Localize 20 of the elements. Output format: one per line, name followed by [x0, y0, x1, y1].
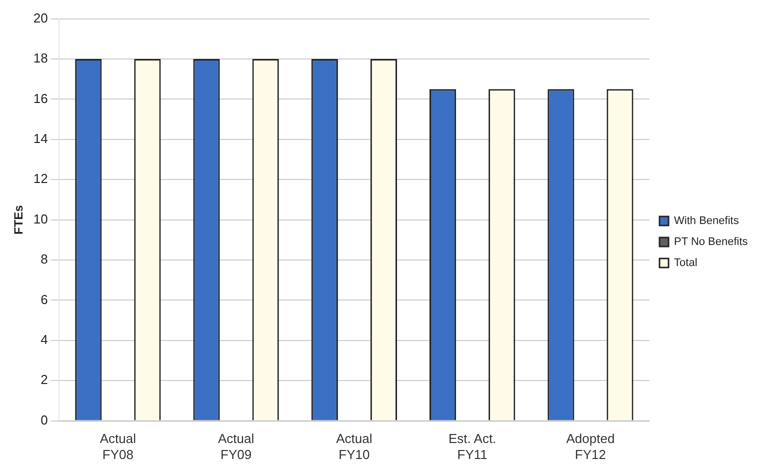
- y-tick-label: 12: [33, 171, 48, 186]
- y-tick-label: 10: [33, 211, 48, 226]
- y-axis-title: FTEs: [12, 204, 26, 234]
- x-tick-label: Actual FY09: [218, 431, 254, 462]
- y-tick-label: 14: [33, 130, 48, 146]
- x-tick-label: Actual FY08: [100, 431, 136, 462]
- y-tick-label: 4: [40, 332, 48, 347]
- x-tick-label: Est. Act. FY11: [448, 431, 496, 462]
- y-tick-label: 2: [40, 372, 48, 388]
- legend-label: With Benefits: [674, 215, 740, 228]
- legend-label: PT No Benefits: [674, 236, 748, 248]
- y-tick-label: 18: [33, 50, 48, 66]
- x-tick-label: Actual FY10: [336, 431, 372, 462]
- y-tick-label: 16: [33, 90, 48, 106]
- y-tick-label: 6: [40, 292, 48, 307]
- y-tick-label: 8: [40, 252, 48, 267]
- legend-label: Total: [674, 257, 698, 270]
- y-tick-label: 20: [33, 10, 48, 26]
- x-tick-label: Adopted FY12: [566, 431, 615, 462]
- y-tick-label: 0: [40, 412, 48, 428]
